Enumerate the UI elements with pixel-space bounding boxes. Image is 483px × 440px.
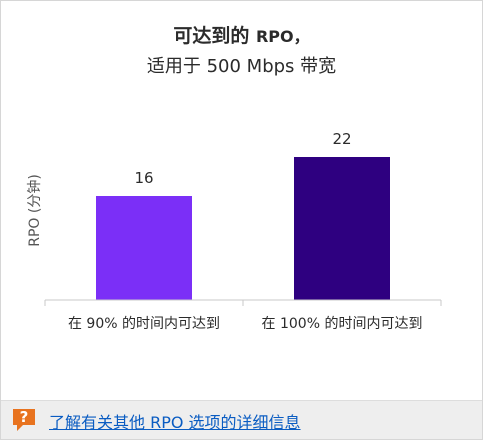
bar-1: [96, 196, 192, 300]
bar-2: [294, 157, 390, 300]
bar-chart: RPO (分钟) 16 在 90% 的时间内可达到 22 在 100% 的时间内可达到: [26, 130, 442, 332]
data-label-1: 16: [134, 169, 153, 187]
learn-more-link[interactable]: 了解有关其他 RPO 选项的详细信息: [49, 413, 301, 432]
svg-text:?: ?: [20, 408, 29, 426]
chart-title: 可达到的 RPO， 适用于 500 Mbps 带宽: [1, 21, 482, 78]
data-label-2: 22: [332, 130, 351, 148]
question-icon: ?: [13, 408, 35, 431]
category-label-2: 在 100% 的时间内可达到: [262, 316, 423, 332]
chart-title-suffix: RPO，: [255, 27, 310, 46]
chart-subtitle: 适用于 500 Mbps 带宽: [146, 56, 337, 77]
footer-bar: ? 了解有关其他 RPO 选项的详细信息: [1, 400, 482, 439]
y-axis-label: RPO (分钟): [26, 174, 43, 247]
category-label-1: 在 90% 的时间内可达到: [68, 316, 220, 332]
chart-title-main: 可达到的: [173, 25, 250, 47]
